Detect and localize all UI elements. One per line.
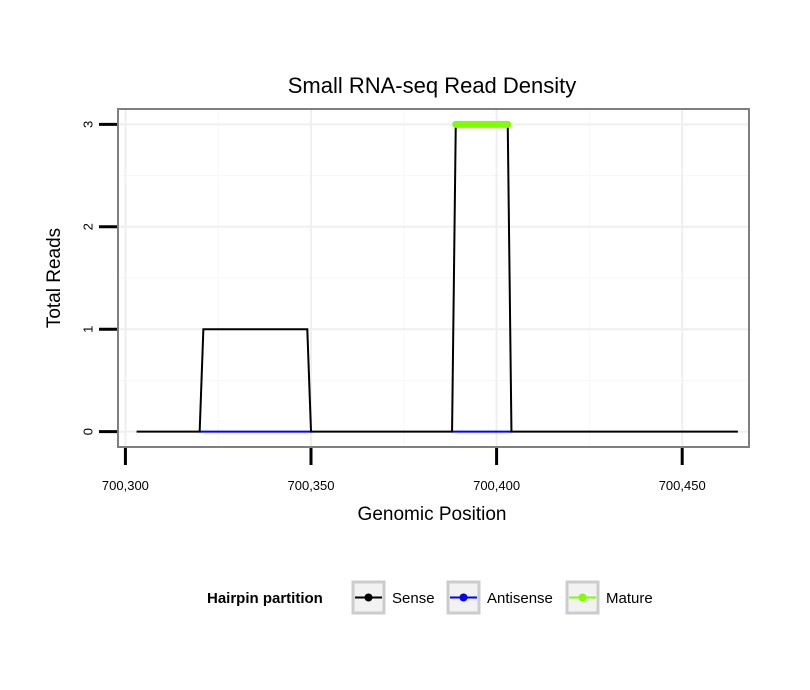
y-axis: 0 1 2 3	[81, 121, 117, 435]
legend-item-mature: Mature	[565, 580, 653, 615]
x-tick-label-2: 700,400	[473, 478, 520, 493]
x-tick-label-3: 700,450	[659, 478, 706, 493]
legend: Hairpin partition Sense Antisense Mature	[207, 580, 653, 615]
y-tick-label-3: 3	[81, 121, 96, 128]
x-axis-title: Genomic Position	[358, 504, 507, 525]
legend-point-sense	[364, 593, 373, 602]
series-layer	[136, 120, 738, 433]
plot-panel-border	[117, 108, 750, 448]
series-sense-line	[136, 123, 738, 433]
y-tick-label-2: 2	[81, 223, 96, 230]
x-tick-label-0: 700,300	[102, 478, 149, 493]
legend-point-antisense	[459, 593, 468, 602]
y-tick-label-0: 0	[81, 428, 96, 435]
legend-title: Hairpin partition	[207, 590, 323, 607]
legend-item-sense: Sense	[351, 580, 435, 615]
x-tick-label-1: 700,350	[288, 478, 335, 493]
legend-label-antisense: Antisense	[487, 590, 553, 607]
legend-item-antisense: Antisense	[446, 580, 553, 615]
y-axis-title: Total Reads	[44, 228, 65, 328]
legend-label-mature: Mature	[606, 590, 653, 607]
grid	[118, 109, 749, 447]
x-axis: 700,300 700,350 700,400 700,450	[102, 448, 706, 493]
legend-point-mature	[578, 593, 587, 602]
y-tick-label-1: 1	[81, 326, 96, 333]
chart-title: Small RNA-seq Read Density	[288, 73, 577, 98]
legend-label-sense: Sense	[392, 590, 435, 607]
